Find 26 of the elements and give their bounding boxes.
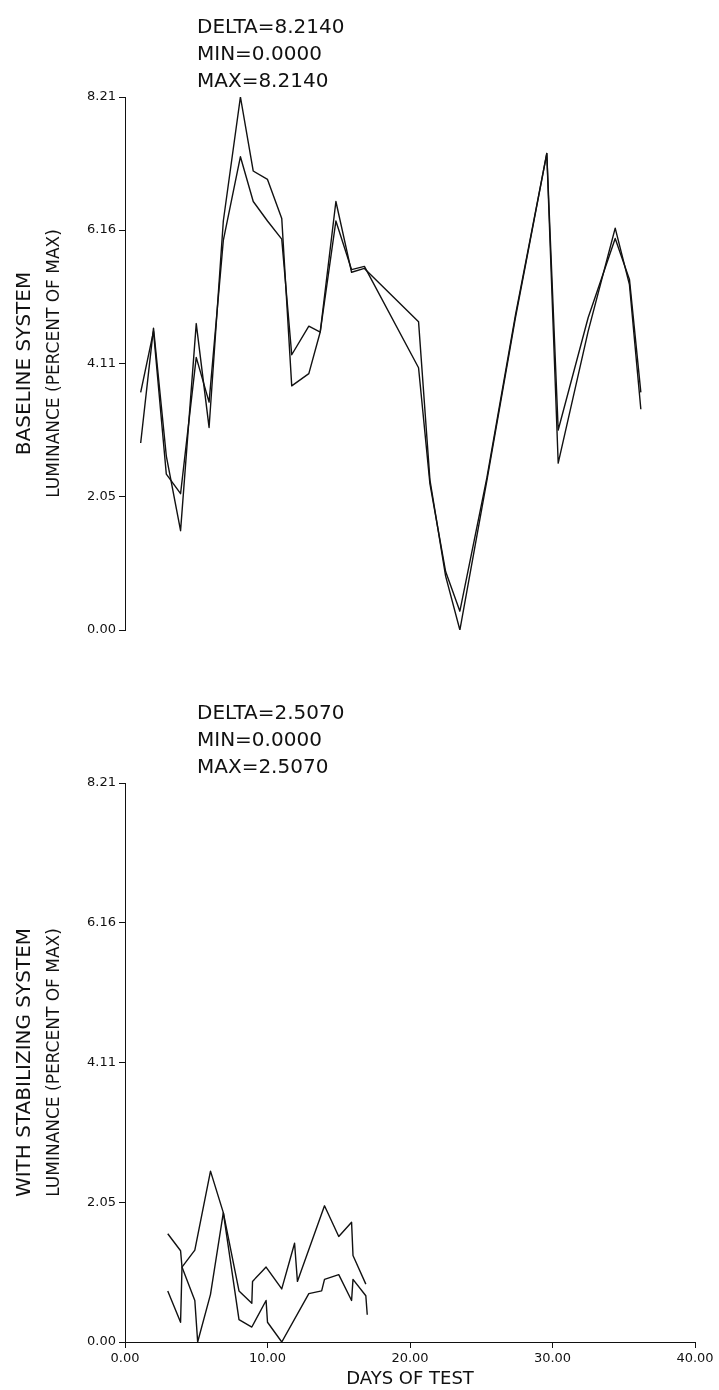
x-tick-label: 20.00 [391,1350,429,1366]
text: DELTA=8.2140 [197,14,345,38]
y-tick-label: 2.05 [87,488,116,504]
y-tick-label: 0.00 [87,621,116,637]
x-tick-label: 40.00 [676,1350,714,1366]
y-tick-label: 4.11 [87,354,116,370]
y-tick-label: 6.16 [87,913,116,929]
text: MIN=0.0000 [197,727,322,751]
text: WITH STABILIZING SYSTEM [11,927,35,1198]
text: MIN=0.0000 [197,41,322,65]
x-axis-title: DAYS OF TEST [346,1366,475,1388]
text: MAX=8.2140 [197,68,329,92]
x-tick-label: 10.00 [248,1350,287,1366]
y-tick-label: 4.11 [87,1053,116,1069]
y-tick-label: 6.16 [87,221,116,237]
text: BASELINE SYSTEM [11,271,35,456]
text: MAX=2.5070 [197,754,329,778]
y-tick-label: 8.21 [87,88,116,104]
y-tick-label: 0.00 [87,1333,116,1349]
y-axis-title: LUMINANCE (PERCENT OF MAX) [42,229,63,498]
text: DELTA=2.5070 [197,700,345,724]
x-tick-label: 0.00 [110,1350,140,1366]
y-axis-title: LUMINANCE (PERCENT OF MAX) [42,928,63,1197]
y-tick-label: 2.05 [87,1193,116,1209]
y-tick-label: 8.21 [87,774,116,790]
x-tick-label: 30.00 [533,1350,572,1366]
